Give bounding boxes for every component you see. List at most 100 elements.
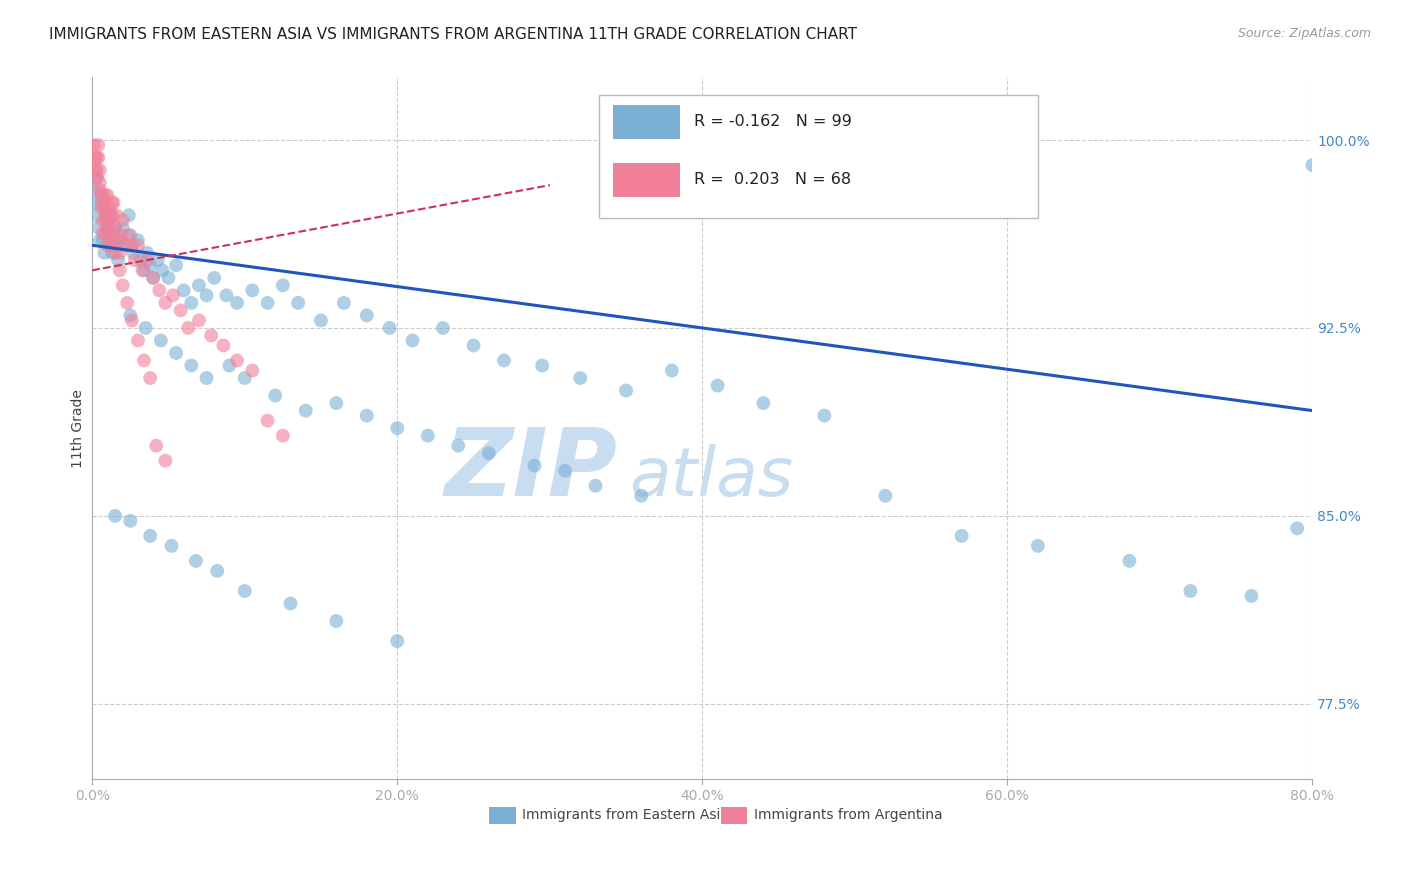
Point xyxy=(226,353,249,368)
Point xyxy=(356,409,378,423)
Point xyxy=(142,270,165,285)
Point xyxy=(180,359,202,373)
Point xyxy=(195,288,218,302)
Point xyxy=(122,245,145,260)
Point xyxy=(1240,589,1263,603)
Point xyxy=(87,138,110,153)
Point xyxy=(111,220,134,235)
Point xyxy=(333,296,356,310)
Point xyxy=(160,539,183,553)
Point xyxy=(148,284,170,298)
Point xyxy=(207,564,229,578)
Point xyxy=(287,296,309,310)
Point xyxy=(103,233,125,247)
Point xyxy=(950,529,973,543)
Point xyxy=(531,359,554,373)
Point xyxy=(447,439,470,453)
Point xyxy=(212,338,235,352)
Point xyxy=(145,439,167,453)
Point xyxy=(101,195,124,210)
Point xyxy=(108,245,131,260)
Point xyxy=(463,338,485,352)
Point xyxy=(129,253,152,268)
Point xyxy=(104,220,127,235)
Point xyxy=(117,296,139,310)
Point xyxy=(139,529,162,543)
Point xyxy=(110,228,132,243)
Point xyxy=(91,233,114,247)
Point xyxy=(233,371,256,385)
Point xyxy=(101,233,124,247)
Point xyxy=(104,245,127,260)
Point xyxy=(120,514,142,528)
Point xyxy=(114,238,136,252)
Point xyxy=(875,489,897,503)
Point xyxy=(96,188,118,202)
Point xyxy=(180,296,202,310)
Point xyxy=(93,188,115,202)
Point xyxy=(121,238,143,252)
Point xyxy=(84,195,107,210)
Point xyxy=(86,170,108,185)
Point xyxy=(105,238,128,252)
Point xyxy=(169,303,191,318)
Point xyxy=(478,446,501,460)
Point xyxy=(162,288,184,302)
Point xyxy=(101,245,124,260)
Text: atlas: atlas xyxy=(628,444,793,510)
Point xyxy=(132,353,155,368)
Text: Immigrants from Argentina: Immigrants from Argentina xyxy=(754,808,942,822)
Point xyxy=(240,284,263,298)
Point xyxy=(114,238,136,252)
Point xyxy=(157,270,180,285)
Point xyxy=(1301,158,1323,172)
Point xyxy=(813,409,835,423)
Point xyxy=(188,313,211,327)
Point xyxy=(325,396,347,410)
FancyBboxPatch shape xyxy=(613,105,681,139)
Point xyxy=(118,228,141,243)
Point xyxy=(91,195,114,210)
Point xyxy=(90,188,112,202)
Point xyxy=(146,253,169,268)
Point xyxy=(554,464,576,478)
Point xyxy=(378,321,401,335)
Point xyxy=(94,208,117,222)
Point xyxy=(105,208,128,222)
Point xyxy=(173,284,195,298)
Point xyxy=(87,220,110,235)
Point xyxy=(706,378,728,392)
Point xyxy=(523,458,546,473)
Point xyxy=(86,163,108,178)
Point xyxy=(218,359,240,373)
Point xyxy=(1118,554,1140,568)
Point xyxy=(89,176,111,190)
Point xyxy=(93,201,115,215)
Point xyxy=(100,226,122,240)
Point xyxy=(97,233,120,247)
Point xyxy=(309,313,332,327)
Point xyxy=(142,270,165,285)
Point xyxy=(93,245,115,260)
Point xyxy=(108,263,131,277)
Point xyxy=(90,195,112,210)
Point xyxy=(121,313,143,327)
Point xyxy=(630,489,652,503)
Point xyxy=(107,233,129,247)
Point xyxy=(89,233,111,247)
Point xyxy=(165,258,187,272)
FancyBboxPatch shape xyxy=(599,95,1038,218)
Point xyxy=(94,208,117,222)
Point xyxy=(271,428,294,442)
Point xyxy=(325,614,347,628)
Point xyxy=(401,334,423,348)
Point xyxy=(752,396,775,410)
Point xyxy=(136,245,159,260)
Point xyxy=(101,208,124,222)
Point xyxy=(97,201,120,215)
Point xyxy=(120,309,142,323)
Point xyxy=(91,226,114,240)
Y-axis label: 11th Grade: 11th Grade xyxy=(72,389,86,467)
Point xyxy=(240,363,263,377)
Text: Immigrants from Eastern Asia: Immigrants from Eastern Asia xyxy=(522,808,728,822)
